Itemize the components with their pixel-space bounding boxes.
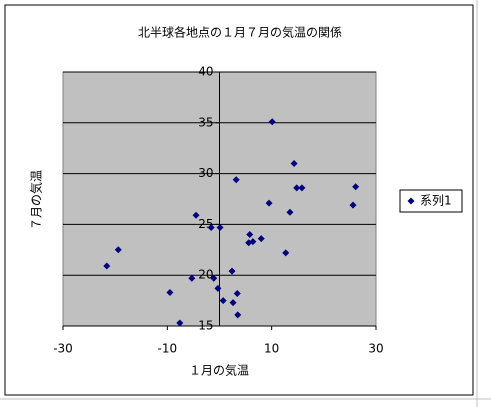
point [207,223,215,231]
x-tick-label: 30 [368,342,383,356]
legend [399,189,463,213]
y-tick-label: 40 [198,65,213,79]
x-tick-label: -10 [158,342,178,356]
point [192,211,200,219]
point [214,284,222,292]
legend-marker [407,197,415,205]
y-tick-label: 20 [198,268,213,282]
y-tick-label: 35 [198,115,213,129]
x-tick-label: -30 [53,342,73,356]
point [293,184,301,192]
point [233,289,241,297]
point [349,201,357,209]
y-tick-label: 30 [198,166,213,180]
point [298,184,306,192]
legend-label: 系列1 [420,194,452,208]
point [228,267,236,275]
x-tick-label: 10 [264,342,279,356]
point [268,118,276,126]
point [216,223,224,231]
point [257,235,265,243]
point [265,199,273,207]
point [114,246,122,254]
point [246,231,254,239]
x-axis-title: １月の気温 [189,363,249,378]
point [232,176,240,184]
point [286,208,294,216]
point [282,249,290,257]
point [249,238,257,246]
point [210,274,218,282]
point [234,311,242,319]
y-axis-title: ７月の気温 [29,170,44,230]
point [352,183,360,191]
point [229,299,237,307]
chart-title: 北半球各地点の１月７月の気温の関係 [138,25,342,40]
point [188,274,196,282]
point [176,319,184,327]
point [166,288,174,296]
point [219,297,227,305]
point [290,159,298,167]
point [103,262,111,270]
